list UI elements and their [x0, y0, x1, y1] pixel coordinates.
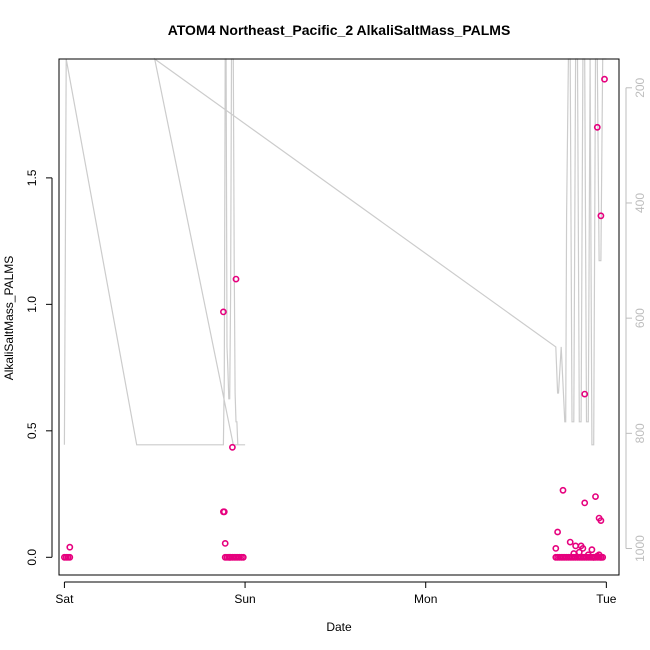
data-point — [597, 212, 605, 220]
data-point — [590, 553, 598, 561]
x-tick-label: Sat — [55, 592, 74, 606]
data-point — [579, 545, 587, 552]
plot-frame — [58, 58, 620, 576]
x-tick-label: Mon — [414, 592, 437, 606]
data-point — [221, 540, 229, 547]
data-point — [572, 542, 579, 550]
data-point — [219, 308, 227, 316]
data-point — [581, 390, 589, 398]
data-point — [592, 493, 599, 500]
data-point — [66, 553, 74, 561]
data-point — [570, 550, 578, 557]
axes-layer: Sat Sun Mon Tue 0.0 0.5 1.0 1.5 200 400 600 800 1000 — [25, 58, 647, 606]
y2-tick-label: 800 — [633, 423, 647, 443]
y2-tick-label: 200 — [633, 77, 647, 97]
data-point — [593, 123, 601, 131]
data-point — [554, 528, 561, 536]
data-point — [597, 553, 605, 561]
y-tick-label: 0.5 — [25, 422, 39, 439]
data-point — [220, 508, 228, 516]
data-point — [559, 486, 567, 494]
data-point — [566, 538, 574, 546]
data-point — [228, 443, 236, 451]
chart-title: ATOM4 Northeast_Pacific_2 AlkaliSaltMass… — [168, 22, 511, 38]
y-tick-label: 0.0 — [25, 549, 39, 566]
pressure-line-layer — [63, 57, 607, 446]
pressure-line-series-0 — [63, 57, 607, 446]
data-point — [588, 546, 596, 554]
data-point — [584, 551, 592, 559]
data-point — [601, 75, 608, 83]
data-point — [232, 275, 240, 283]
data-points-layer — [61, 75, 608, 561]
data-point — [552, 545, 560, 552]
x-tick-label: Sun — [234, 592, 255, 606]
data-point — [66, 543, 74, 551]
y2-tick-label: 400 — [633, 193, 647, 213]
data-point — [575, 548, 583, 556]
y2-tick-label: 600 — [633, 308, 647, 328]
data-point — [597, 517, 605, 524]
y-axis-label: AlkaliSaltMass_PALMS — [2, 256, 16, 381]
y-tick-label: 1.0 — [25, 296, 39, 313]
x-axis-label: Date — [326, 620, 352, 634]
y-tick-label: 1.5 — [25, 169, 39, 186]
x-tick-label: Tue — [596, 592, 617, 606]
y2-tick-label: 1000 — [633, 535, 647, 562]
data-point — [581, 499, 589, 507]
data-point — [239, 553, 247, 561]
